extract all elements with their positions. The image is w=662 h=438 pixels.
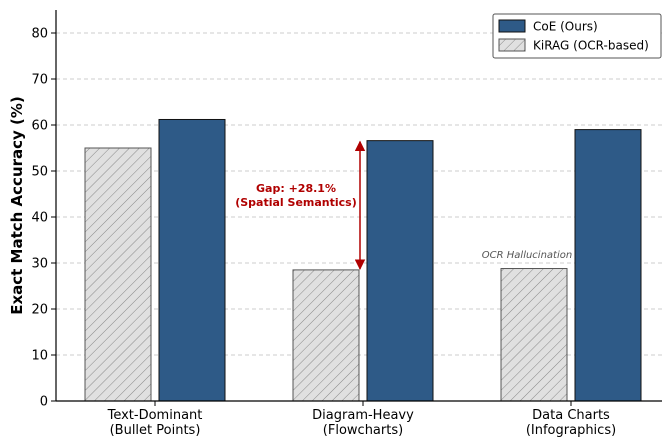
x-tick-label: (Flowcharts)	[323, 423, 403, 438]
y-tick-label: 80	[31, 27, 48, 42]
axes: 0 10 20 30 40 50 60 70 80 Text-Dominant(Bullet Po…	[8, 10, 662, 438]
y-tick-label: 20	[31, 303, 48, 318]
bar-coe-ours	[366, 140, 434, 402]
y-tick-label: 40	[31, 211, 48, 226]
y-tick-label: 60	[31, 119, 48, 134]
bar-kirag-ocr	[500, 268, 568, 402]
legend-swatch-coe-ours	[498, 19, 526, 33]
legend-label-coe-ours: CoE (Ours)	[533, 20, 598, 34]
x-tick-label: Data Charts	[532, 408, 610, 423]
gap-annotation-label: Gap: +28.1%	[256, 182, 336, 195]
x-tick-label: (Bullet Points)	[110, 423, 201, 438]
y-tick-label: 70	[31, 73, 48, 88]
legend-swatch-kirag-ocr	[498, 38, 526, 52]
gap-annotation-label: (Spatial Semantics)	[235, 196, 357, 209]
legend-box	[492, 13, 662, 59]
y-tick-label: 30	[31, 257, 48, 272]
bar-coe-ours	[158, 118, 226, 402]
legend-label-kirag-ocr: KiRAG (OCR-based)	[533, 39, 649, 53]
annotations: Gap: +28.1%(Spatial Semantics) OCR Halluc…	[235, 140, 572, 270]
x-tick-label: Text-Dominant	[107, 408, 203, 423]
y-tick-label: 0	[40, 395, 48, 410]
legend: CoE (Ours) KiRAG (OCR-based)	[492, 13, 662, 59]
y-tick-label: 50	[31, 165, 48, 180]
ocr-hallucination-label: OCR Hallucination	[482, 250, 572, 261]
y-axis-title: Exact Match Accuracy (%)	[8, 96, 26, 315]
y-tick-label: 10	[31, 349, 48, 364]
x-tick-label: (Infographics)	[526, 423, 616, 438]
bars	[84, 118, 642, 402]
x-tick-label: Diagram-Heavy	[312, 408, 414, 423]
bar-kirag-ocr	[292, 269, 360, 402]
bar-kirag-ocr	[84, 147, 152, 402]
bar-coe-ours	[574, 129, 642, 402]
